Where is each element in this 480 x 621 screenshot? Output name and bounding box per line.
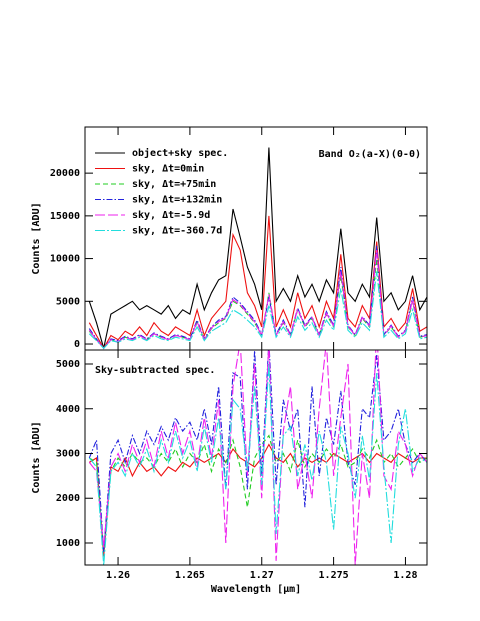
y-tick-label: 4000 [56,404,80,415]
legend-label: sky, Δt=-360.7d [132,226,222,237]
y-tick-label: 5000 [56,296,80,307]
x-tick-label: 1.27 [250,570,274,581]
annotation: Sky-subtracted spec. [95,365,215,376]
y-axis-label: Counts [ADU] [31,202,42,274]
y-tick-label: 10000 [50,254,80,265]
y-tick-label: 3000 [56,448,80,459]
spectrum-line [88,215,427,350]
spectrum-line [88,350,427,552]
spectrum-line [88,363,427,565]
x-tick-label: 1.265 [175,570,205,581]
legend-label: sky, Δt=+75min [132,178,216,190]
legend-label: object+sky spec. [132,147,228,159]
spectrum-line [88,245,427,350]
legend-label: sky, Δt=0min [132,163,204,175]
y-tick-label: 15000 [50,211,80,222]
y-tick-label: 1000 [56,538,80,549]
y-tick-label: 5000 [56,359,80,370]
y-tick-label: 0 [74,339,80,350]
plot-area [88,350,427,565]
spectrum-line [88,249,427,350]
panel-frame [84,349,428,566]
legend-label: sky, Δt=-5.9d [132,210,210,221]
panel-frame [84,126,428,351]
x-tick-label: 1.26 [106,570,130,581]
y-tick-label: 2000 [56,493,80,504]
x-axis-label: Wavelength [μm] [211,584,301,595]
plot-area [88,147,427,350]
y-axis-label: Counts [ADU] [31,421,42,493]
spectrum-line [88,147,427,349]
y-tick-label: 20000 [50,168,80,179]
spectrum-line [88,350,427,565]
x-tick-label: 1.275 [319,570,349,581]
spectrum-line [88,271,427,350]
annotation: Band O₂(a-X)(0-0) [319,149,421,160]
x-tick-label: 1.28 [393,570,417,581]
legend-label: sky, Δt=+132min [132,194,222,206]
